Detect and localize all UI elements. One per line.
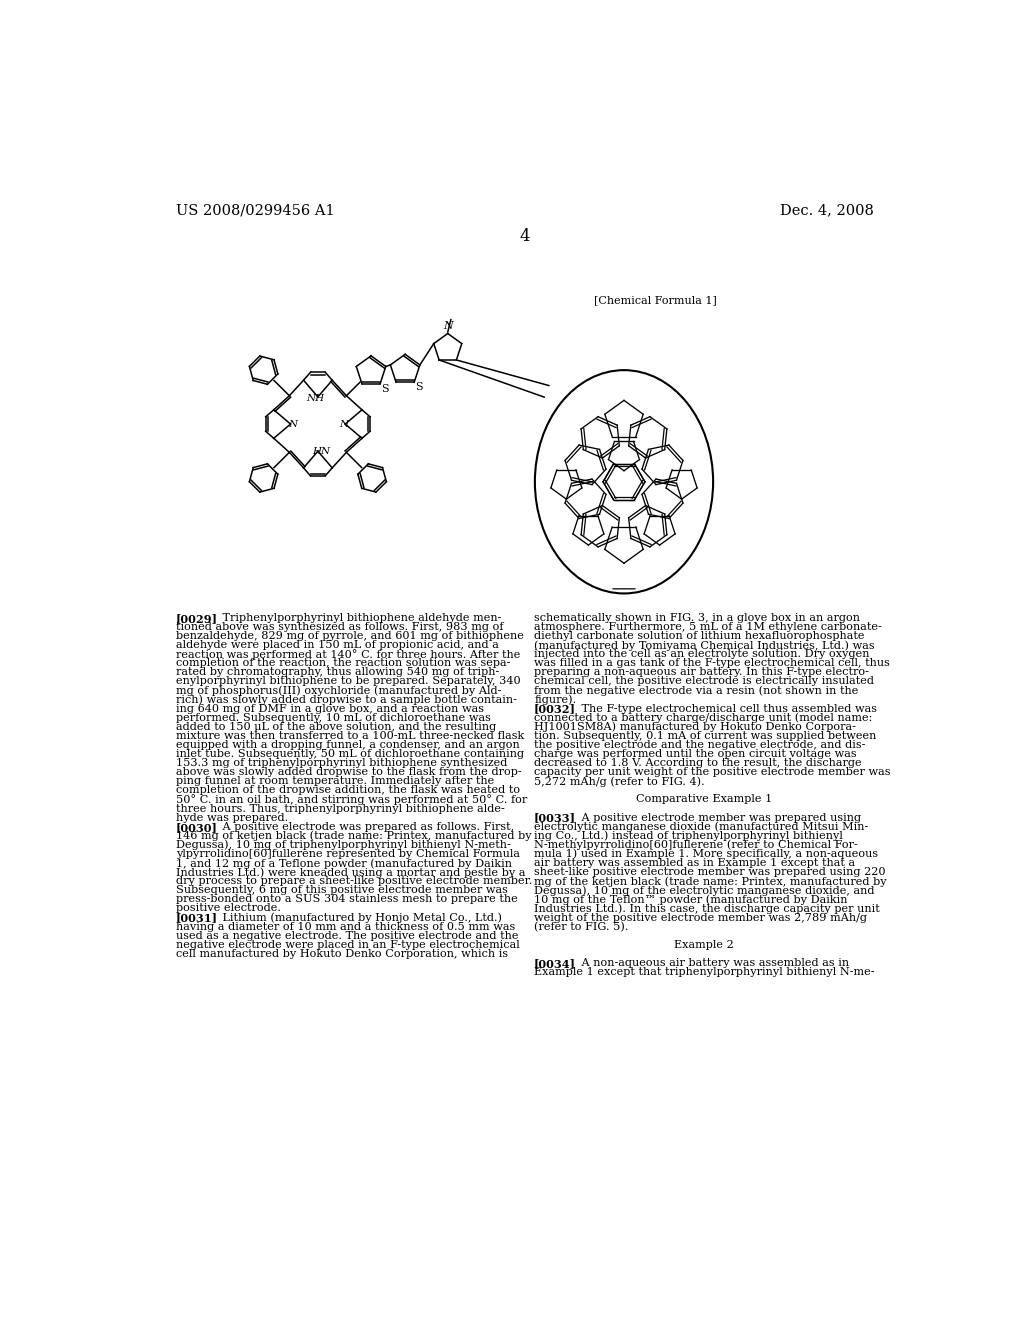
Text: N: N — [339, 420, 348, 429]
Text: schematically shown in FIG. 3, in a glove box in an argon: schematically shown in FIG. 3, in a glov… — [535, 612, 860, 623]
Text: S: S — [381, 384, 389, 393]
Text: connected to a battery charge/discharge unit (model name:: connected to a battery charge/discharge … — [535, 713, 872, 723]
Text: mula 1) used in Example 1. More specifically, a non-aqueous: mula 1) used in Example 1. More specific… — [535, 849, 879, 859]
Text: 146 mg of ketjen black (trade name: Printex, manufactured by: 146 mg of ketjen black (trade name: Prin… — [176, 830, 531, 841]
Text: [0030]: [0030] — [176, 821, 218, 833]
Text: The F-type electrochemical cell thus assembled was: The F-type electrochemical cell thus ass… — [566, 704, 877, 714]
Text: positive electrode.: positive electrode. — [176, 903, 281, 913]
Text: capacity per unit weight of the positive electrode member was: capacity per unit weight of the positive… — [535, 767, 891, 777]
Text: Dec. 4, 2008: Dec. 4, 2008 — [779, 203, 873, 216]
Text: air battery was assembled as in Example 1 except that a: air battery was assembled as in Example … — [535, 858, 855, 869]
Text: injected into the cell as an electrolyte solution. Dry oxygen: injected into the cell as an electrolyte… — [535, 649, 869, 659]
Text: inlet tube. Subsequently, 50 mL of dichloroethane containing: inlet tube. Subsequently, 50 mL of dichl… — [176, 748, 524, 759]
Text: having a diameter of 10 mm and a thickness of 0.5 mm was: having a diameter of 10 mm and a thickne… — [176, 921, 515, 932]
Text: [0034]: [0034] — [535, 958, 577, 969]
Text: (refer to FIG. 5).: (refer to FIG. 5). — [535, 921, 629, 932]
Text: N: N — [443, 321, 453, 331]
Text: A positive electrode was prepared as follows. First,: A positive electrode was prepared as fol… — [209, 821, 515, 832]
Text: 153.3 mg of triphenylporphyrinyl bithiophene synthesized: 153.3 mg of triphenylporphyrinyl bithiop… — [176, 758, 508, 768]
Text: Industries Ltd.) were kneaded using a mortar and pestle by a: Industries Ltd.) were kneaded using a mo… — [176, 867, 525, 878]
Text: completion of the dropwise addition, the flask was heated to: completion of the dropwise addition, the… — [176, 785, 520, 796]
Text: reaction was performed at 140° C. for three hours. After the: reaction was performed at 140° C. for th… — [176, 649, 520, 660]
Text: from the negative electrode via a resin (not shown in the: from the negative electrode via a resin … — [535, 685, 858, 696]
Text: diethyl carbonate solution of lithium hexafluorophosphate: diethyl carbonate solution of lithium he… — [535, 631, 864, 642]
Text: ping funnel at room temperature. Immediately after the: ping funnel at room temperature. Immedia… — [176, 776, 495, 787]
Text: S: S — [415, 383, 423, 392]
Text: equipped with a dropping funnel, a condenser, and an argon: equipped with a dropping funnel, a conde… — [176, 741, 520, 750]
Text: 1, and 12 mg of a Teflone powder (manufactured by Daikin: 1, and 12 mg of a Teflone powder (manufa… — [176, 858, 512, 869]
Text: electrolytic manganese dioxide (manufactured Mitsui Min-: electrolytic manganese dioxide (manufact… — [535, 821, 868, 832]
Text: dry process to prepare a sheet-like positive electrode member.: dry process to prepare a sheet-like posi… — [176, 876, 532, 886]
Text: NH: NH — [306, 395, 324, 403]
Text: Example 2: Example 2 — [674, 940, 734, 950]
Text: press-bonded onto a SUS 304 stainless mesh to prepare the: press-bonded onto a SUS 304 stainless me… — [176, 895, 518, 904]
Text: mg of phosphorus(III) oxychloride (manufactured by Ald-: mg of phosphorus(III) oxychloride (manuf… — [176, 685, 502, 696]
Text: enylporphyrinyl bithiophene to be prepared. Separately, 340: enylporphyrinyl bithiophene to be prepar… — [176, 676, 520, 686]
Text: Triphenylporphyrinyl bithiophene aldehyde men-: Triphenylporphyrinyl bithiophene aldehyd… — [209, 612, 502, 623]
Text: sheet-like positive electrode member was prepared using 220: sheet-like positive electrode member was… — [535, 867, 886, 876]
Text: Subsequently, 6 mg of this positive electrode member was: Subsequently, 6 mg of this positive elec… — [176, 886, 508, 895]
Text: tioned above was synthesized as follows. First, 983 mg of: tioned above was synthesized as follows.… — [176, 622, 504, 632]
Text: Degussa), 10 mg of the electrolytic manganese dioxide, and: Degussa), 10 mg of the electrolytic mang… — [535, 886, 874, 896]
Text: aldehyde were placed in 150 mL of propionic acid, and a: aldehyde were placed in 150 mL of propio… — [176, 640, 499, 649]
Text: 50° C. in an oil bath, and stirring was performed at 50° C. for: 50° C. in an oil bath, and stirring was … — [176, 795, 527, 805]
Text: mixture was then transferred to a 100-mL three-necked flask: mixture was then transferred to a 100-mL… — [176, 731, 524, 741]
Text: hyde was prepared.: hyde was prepared. — [176, 813, 288, 822]
Text: 5,272 mAh/g (refer to FIG. 4).: 5,272 mAh/g (refer to FIG. 4). — [535, 776, 705, 787]
Text: decreased to 1.8 V. According to the result, the discharge: decreased to 1.8 V. According to the res… — [535, 758, 862, 768]
Text: Example 1 except that triphenylporphyrinyl bithienyl N-me-: Example 1 except that triphenylporphyrin… — [535, 968, 874, 977]
Text: completion of the reaction, the reaction solution was sepa-: completion of the reaction, the reaction… — [176, 659, 510, 668]
Text: cell manufactured by Hokuto Denko Corporation, which is: cell manufactured by Hokuto Denko Corpor… — [176, 949, 508, 958]
Text: ing Co., Ltd.) instead of triphenylporphyrinyl bithienyl: ing Co., Ltd.) instead of triphenylporph… — [535, 830, 843, 841]
Text: above was slowly added dropwise to the flask from the drop-: above was slowly added dropwise to the f… — [176, 767, 521, 777]
Text: Comparative Example 1: Comparative Example 1 — [636, 795, 772, 804]
Text: mg of the ketjen black (trade name: Printex, manufactured by: mg of the ketjen black (trade name: Prin… — [535, 876, 887, 887]
Text: rated by chromatography, thus allowing 540 mg of triph-: rated by chromatography, thus allowing 5… — [176, 667, 500, 677]
Text: [0029]: [0029] — [176, 612, 218, 624]
Text: (manufactured by Tomiyama Chemical Industries, Ltd.) was: (manufactured by Tomiyama Chemical Indus… — [535, 640, 874, 651]
Text: [0033]: [0033] — [535, 813, 577, 824]
Text: Degussa), 10 mg of triphenylporphyrinyl bithienyl N-meth-: Degussa), 10 mg of triphenylporphyrinyl … — [176, 840, 511, 850]
Text: three hours. Thus, triphenylporphyrinyl bithiophene alde-: three hours. Thus, triphenylporphyrinyl … — [176, 804, 505, 813]
Text: was filled in a gas tank of the F-type electrochemical cell, thus: was filled in a gas tank of the F-type e… — [535, 659, 890, 668]
Text: ylpyrrolidino[60]fullerene represented by Chemical Formula: ylpyrrolidino[60]fullerene represented b… — [176, 849, 520, 859]
Text: figure).: figure). — [535, 694, 577, 705]
Text: [0031]: [0031] — [176, 912, 218, 924]
Text: N-methylpyrrolidino[60]fullerene (refer to Chemical For-: N-methylpyrrolidino[60]fullerene (refer … — [535, 840, 858, 850]
Text: weight of the positive electrode member was 2,789 mAh/g: weight of the positive electrode member … — [535, 912, 867, 923]
Text: A positive electrode member was prepared using: A positive electrode member was prepared… — [566, 813, 860, 822]
Text: HN: HN — [312, 446, 330, 455]
Text: ing 640 mg of DMF in a glove box, and a reaction was: ing 640 mg of DMF in a glove box, and a … — [176, 704, 484, 714]
Text: tion. Subsequently, 0.1 mA of current was supplied between: tion. Subsequently, 0.1 mA of current wa… — [535, 731, 877, 741]
Text: atmosphere. Furthermore, 5 mL of a 1M ethylene carbonate-: atmosphere. Furthermore, 5 mL of a 1M et… — [535, 622, 882, 632]
Text: rich) was slowly added dropwise to a sample bottle contain-: rich) was slowly added dropwise to a sam… — [176, 694, 517, 705]
Text: A non-aqueous air battery was assembled as in: A non-aqueous air battery was assembled … — [566, 958, 849, 968]
Text: Industries Ltd.). In this case, the discharge capacity per unit: Industries Ltd.). In this case, the disc… — [535, 903, 880, 913]
Text: 4: 4 — [519, 227, 530, 244]
Text: [0032]: [0032] — [535, 704, 577, 714]
Text: Lithium (manufactured by Honjo Metal Co., Ltd.): Lithium (manufactured by Honjo Metal Co.… — [209, 912, 503, 923]
Text: benzaldehyde, 829 mg of pyrrole, and 601 mg of bithiophene: benzaldehyde, 829 mg of pyrrole, and 601… — [176, 631, 524, 642]
Text: N: N — [288, 420, 297, 429]
Text: the positive electrode and the negative electrode, and dis-: the positive electrode and the negative … — [535, 741, 865, 750]
Text: negative electrode were placed in an F-type electrochemical: negative electrode were placed in an F-t… — [176, 940, 520, 950]
Text: preparing a non-aqueous air battery. In this F-type electro-: preparing a non-aqueous air battery. In … — [535, 667, 869, 677]
Text: chemical cell, the positive electrode is electrically insulated: chemical cell, the positive electrode is… — [535, 676, 874, 686]
Text: added to 150 μL of the above solution, and the resulting: added to 150 μL of the above solution, a… — [176, 722, 497, 731]
Text: 10 mg of the Teflon™ powder (manufactured by Daikin: 10 mg of the Teflon™ powder (manufacture… — [535, 895, 848, 906]
Text: performed. Subsequently, 10 mL of dichloroethane was: performed. Subsequently, 10 mL of dichlo… — [176, 713, 490, 722]
Text: US 2008/0299456 A1: US 2008/0299456 A1 — [176, 203, 335, 216]
Text: used as a negative electrode. The positive electrode and the: used as a negative electrode. The positi… — [176, 931, 518, 941]
Text: [Chemical Formula 1]: [Chemical Formula 1] — [594, 296, 717, 305]
Text: charge was performed until the open circuit voltage was: charge was performed until the open circ… — [535, 748, 857, 759]
Text: HJ1001SM8A) manufactured by Hokuto Denko Corpora-: HJ1001SM8A) manufactured by Hokuto Denko… — [535, 722, 856, 733]
